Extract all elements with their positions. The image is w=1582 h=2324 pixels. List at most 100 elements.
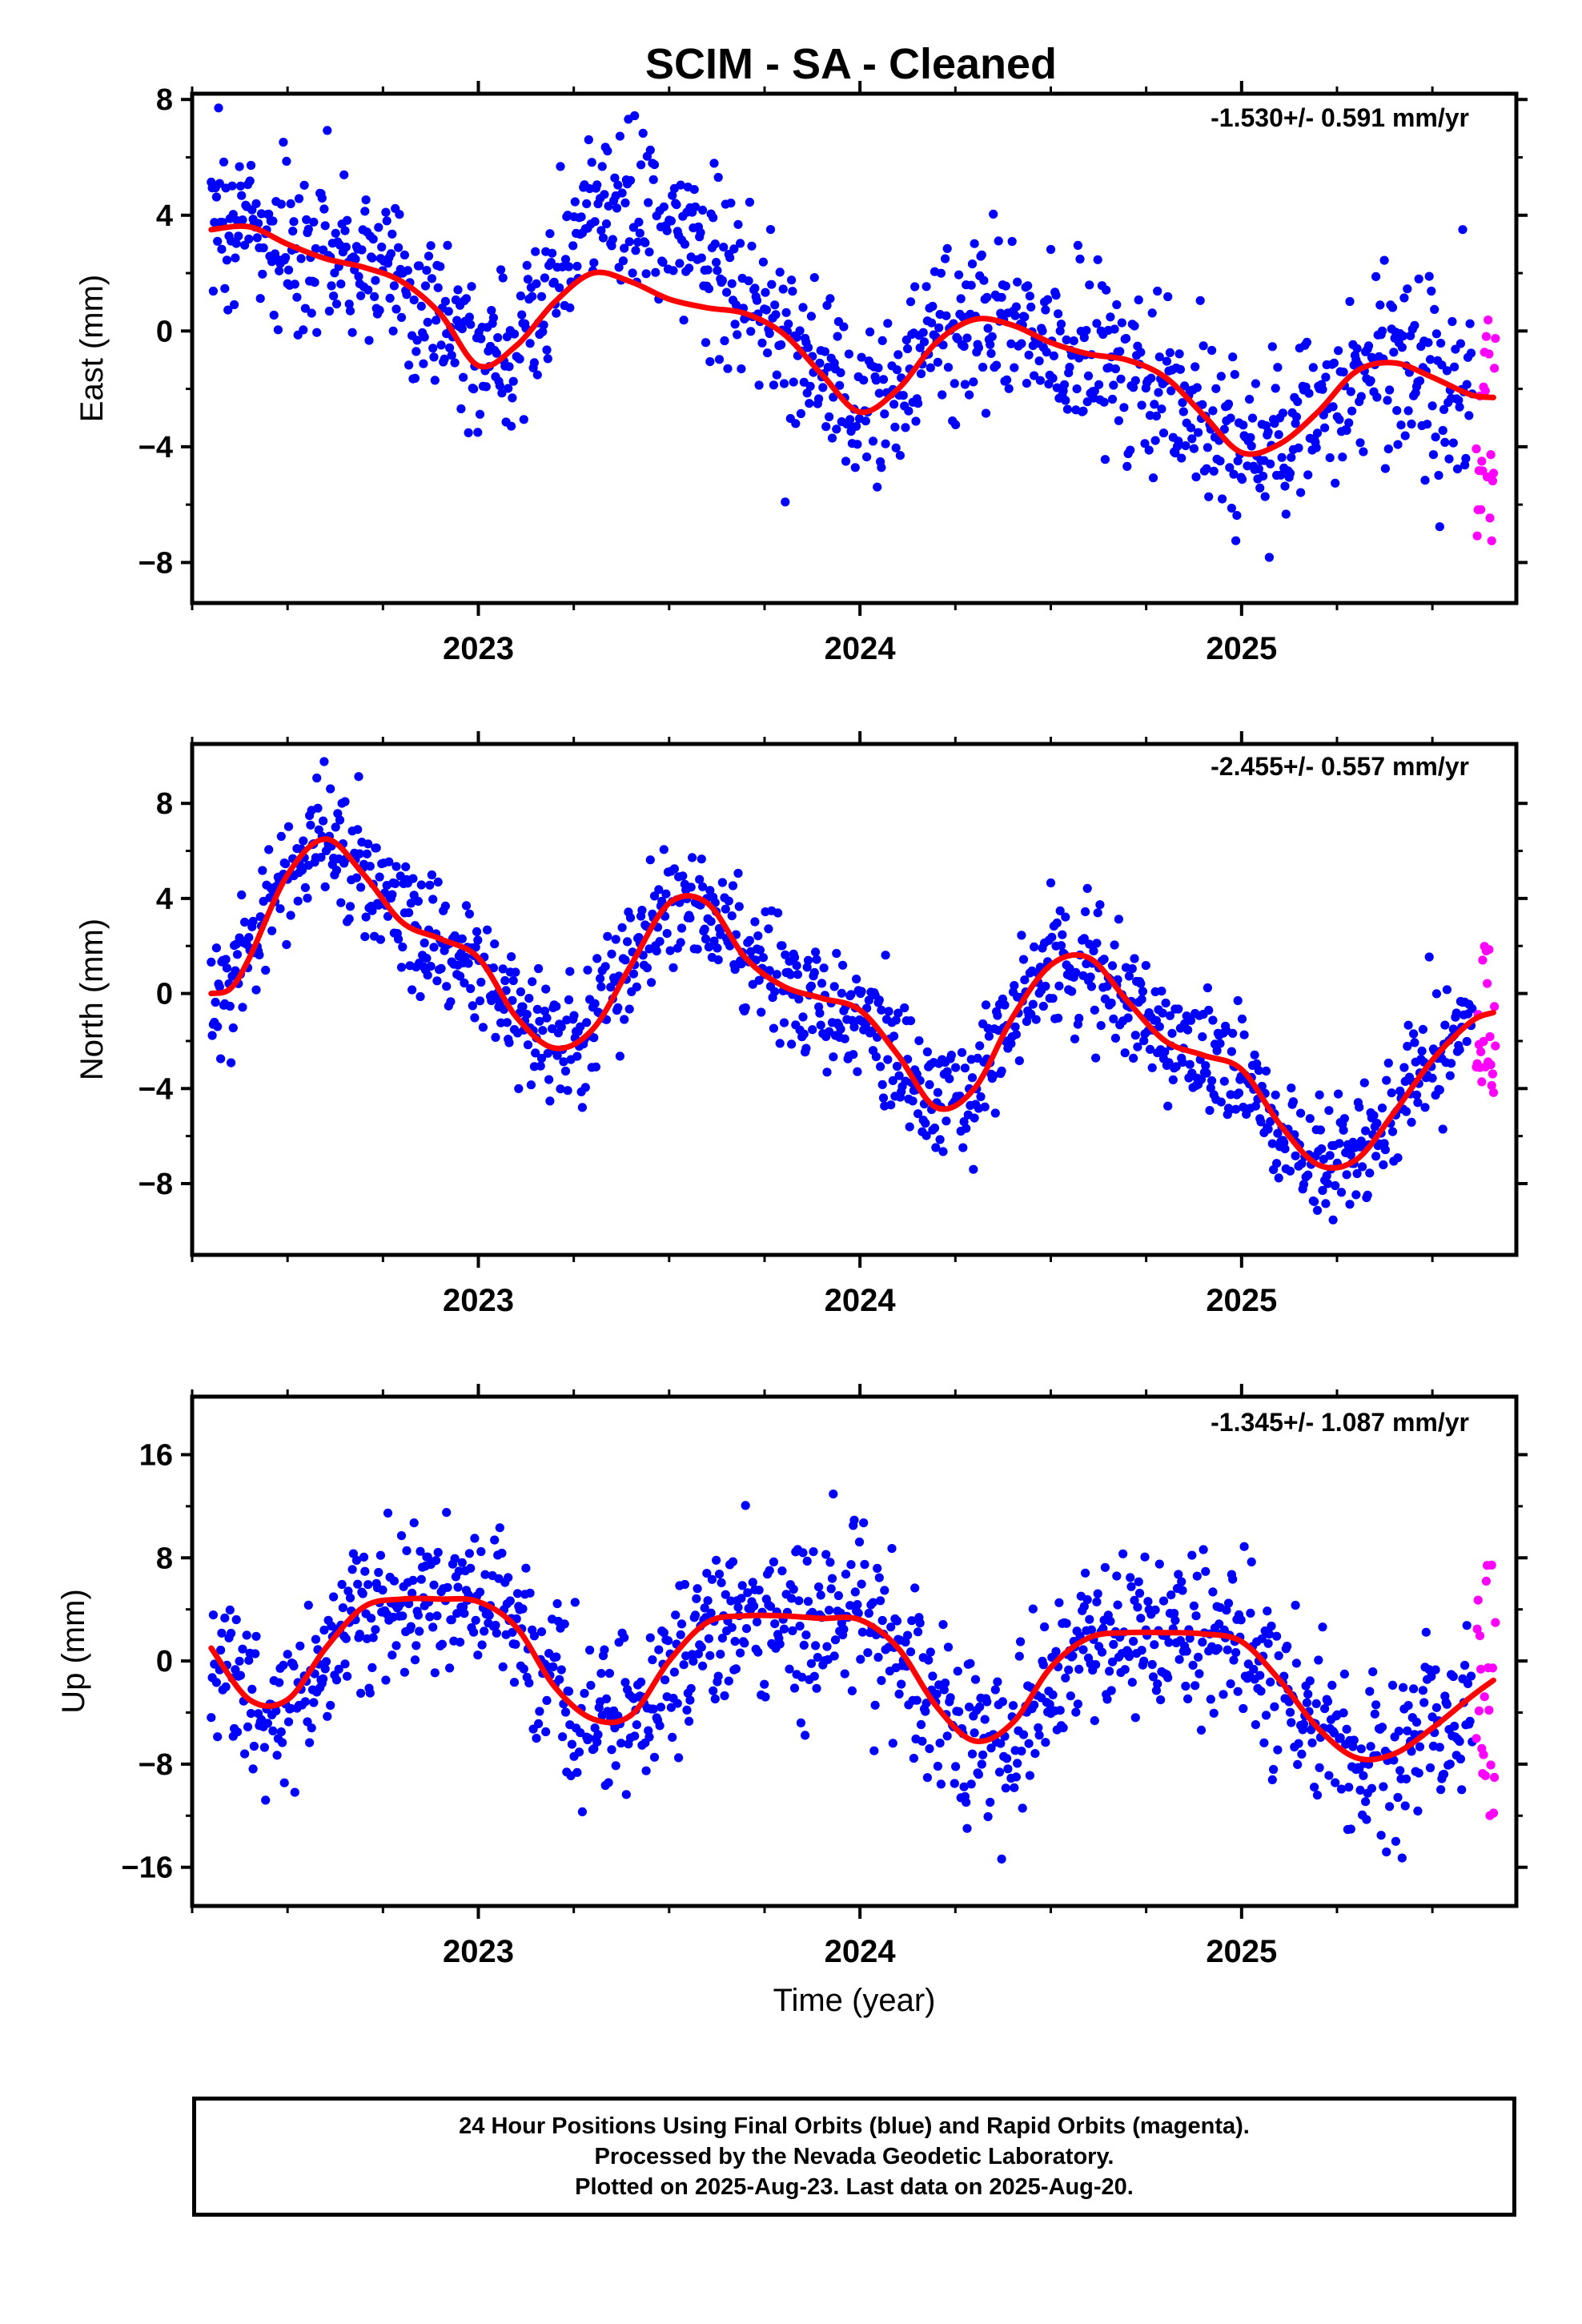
up-final-point: [1040, 1622, 1050, 1632]
up-final-point: [1127, 1678, 1137, 1687]
up-final-point: [210, 1659, 219, 1669]
east-final-point: [1056, 320, 1066, 329]
up-final-point: [469, 1627, 479, 1637]
up-final-point: [821, 1550, 831, 1559]
up-final-point: [1270, 1702, 1279, 1711]
north-final-point: [1317, 1144, 1327, 1154]
north-final-point: [536, 1061, 545, 1071]
north-final-point: [889, 1031, 899, 1041]
up-final-point: [433, 1547, 443, 1558]
up-final-point: [495, 1523, 504, 1533]
east-final-point: [1239, 420, 1248, 430]
up-final-point: [220, 1613, 230, 1622]
north-final-point: [1048, 994, 1058, 1003]
east-final-point: [1007, 236, 1017, 247]
north-final-point: [299, 836, 308, 846]
north-final-point: [857, 987, 866, 996]
east-final-point: [396, 312, 407, 322]
up-final-point: [321, 1657, 331, 1667]
north-final-point: [628, 969, 639, 979]
up-final-point: [749, 1601, 759, 1611]
up-final-point: [1415, 1742, 1425, 1751]
up-final-point: [604, 1778, 613, 1787]
north-final-point: [642, 963, 652, 973]
up-final-point: [535, 1707, 544, 1716]
north-final-point: [261, 965, 271, 975]
up-final-point: [567, 1739, 577, 1749]
up-final-point: [1130, 1713, 1140, 1723]
east-final-point: [1042, 348, 1051, 357]
north-final-point: [894, 1071, 904, 1080]
up-final-point: [564, 1687, 574, 1696]
east-final-point: [548, 248, 557, 258]
up-final-point: [741, 1501, 750, 1510]
north-final-point: [1440, 1020, 1450, 1030]
north-final-point: [1031, 1015, 1041, 1024]
east-final-point: [356, 291, 366, 300]
east-final-point: [710, 239, 720, 249]
east-final-point: [1344, 418, 1354, 428]
east-final-point: [1442, 366, 1452, 376]
up-y-tick-label: −16: [122, 1852, 173, 1885]
up-final-point: [685, 1695, 695, 1705]
up-final-point: [1409, 1684, 1419, 1694]
north-rapid-point: [1487, 1080, 1496, 1091]
east-final-point: [1427, 286, 1436, 296]
up-final-point: [1201, 1566, 1211, 1576]
east-final-point: [891, 443, 901, 452]
east-x-tick-label: 2023: [443, 631, 514, 666]
north-rapid-point: [1486, 1060, 1496, 1070]
east-final-point: [1001, 281, 1010, 291]
up-final-point: [283, 1650, 292, 1659]
up-final-point: [560, 1707, 571, 1717]
up-final-point: [1226, 1679, 1235, 1689]
east-final-point: [942, 243, 952, 253]
east-final-point: [787, 275, 797, 285]
up-final-point: [1058, 1723, 1068, 1733]
up-rapid-point: [1481, 1576, 1491, 1586]
east-final-point: [497, 388, 507, 398]
east-final-point: [640, 238, 650, 247]
up-final-point: [928, 1671, 938, 1681]
north-final-point: [255, 950, 264, 959]
east-final-point: [615, 131, 625, 141]
footer-line-orbits: 24 Hour Positions Using Final Orbits (bl…: [459, 2113, 1250, 2139]
up-final-point: [648, 1655, 657, 1665]
up-final-point: [365, 1688, 375, 1698]
up-final-point: [737, 1594, 746, 1603]
east-final-point: [1452, 464, 1463, 474]
north-final-point: [685, 913, 695, 923]
east-final-point: [1397, 343, 1407, 352]
north-final-point: [1315, 1090, 1324, 1100]
up-final-point: [1361, 1797, 1371, 1807]
up-final-point: [636, 1677, 646, 1687]
east-final-point: [430, 376, 440, 385]
north-final-point: [1424, 952, 1434, 962]
east-final-point: [779, 379, 789, 388]
north-final-point: [207, 957, 216, 967]
north-final-point: [678, 871, 688, 881]
up-final-point: [1466, 1671, 1476, 1681]
up-final-point: [752, 1617, 762, 1626]
up-final-point: [217, 1628, 227, 1638]
up-final-point: [1109, 1639, 1118, 1649]
north-final-point: [1089, 946, 1098, 955]
east-final-point: [1347, 406, 1357, 416]
up-final-point: [809, 1671, 819, 1681]
north-final-point: [319, 816, 328, 826]
north-final-point: [582, 1018, 592, 1027]
north-final-point: [864, 995, 873, 1005]
up-final-point: [1011, 1772, 1021, 1782]
east-final-point: [377, 242, 387, 252]
up-rapid-point: [1479, 1750, 1488, 1759]
north-final-point: [442, 982, 452, 991]
north-final-point: [913, 1109, 923, 1119]
north-final-point: [1158, 1008, 1167, 1018]
east-final-point: [565, 303, 575, 312]
north-final-point: [1387, 1088, 1396, 1098]
up-final-point: [974, 1770, 983, 1779]
north-final-point: [240, 917, 250, 927]
up-final-point: [429, 1580, 439, 1590]
up-final-point: [1264, 1630, 1274, 1639]
north-final-point: [836, 1024, 845, 1034]
